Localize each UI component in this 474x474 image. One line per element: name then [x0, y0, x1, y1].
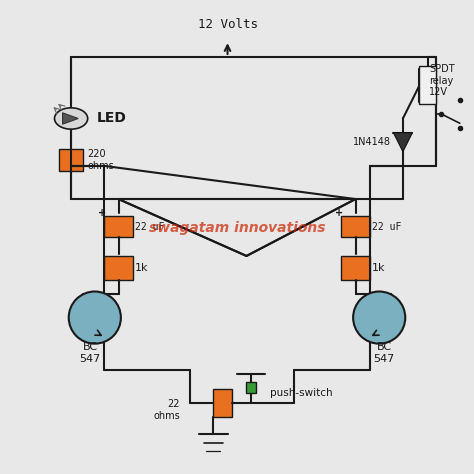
Bar [104, 256, 133, 280]
Circle shape [69, 292, 121, 344]
Text: BC
547: BC 547 [80, 342, 100, 364]
Text: 220
ohms: 220 ohms [88, 149, 114, 171]
Text: 22 uF: 22 uF [372, 221, 401, 232]
Bar [419, 66, 436, 104]
Bar [104, 216, 133, 237]
Text: 1N4148: 1N4148 [353, 137, 391, 147]
Polygon shape [393, 133, 412, 152]
Ellipse shape [55, 108, 88, 129]
Text: +: + [335, 208, 343, 219]
Bar [213, 389, 232, 417]
Text: SPDT
relay
12V: SPDT relay 12V [429, 64, 455, 97]
Bar [59, 149, 83, 171]
Bar [341, 256, 370, 280]
Circle shape [353, 292, 405, 344]
Bar [246, 382, 256, 393]
Text: 22
ohms: 22 ohms [154, 399, 180, 421]
Text: swagatam innovations: swagatam innovations [149, 220, 325, 235]
Text: push-switch: push-switch [270, 388, 333, 399]
Text: +: + [98, 208, 106, 219]
Polygon shape [63, 113, 78, 124]
Text: LED: LED [97, 111, 127, 126]
Bar [341, 216, 370, 237]
Text: 1k: 1k [372, 263, 385, 273]
Text: 22 uF: 22 uF [135, 221, 164, 232]
Text: 12 Volts: 12 Volts [198, 18, 257, 31]
Text: 1k: 1k [135, 263, 148, 273]
Text: BC
547: BC 547 [374, 342, 394, 364]
